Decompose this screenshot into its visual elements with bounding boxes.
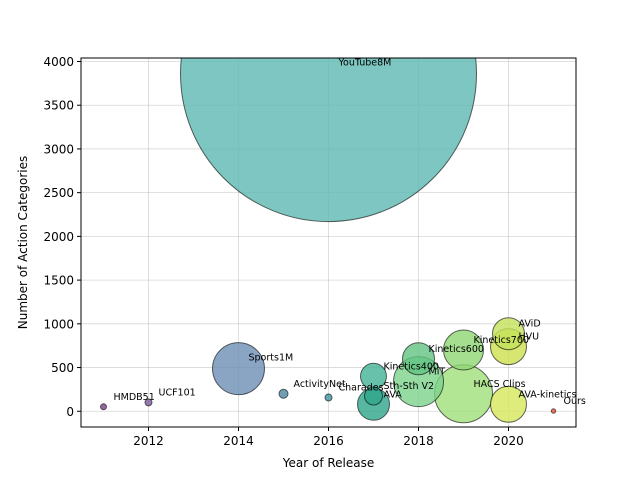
label-kinetics400: Kinetics400 [384, 361, 439, 372]
bubble-ava-kinetics [490, 385, 527, 423]
label-kinetics600: Kinetics600 [429, 344, 484, 355]
x-tick-label: 2012 [133, 434, 164, 448]
y-tick-label: 0 [66, 405, 74, 419]
y-tick-label: 3000 [43, 142, 74, 156]
bubble-kinetics700 [443, 329, 484, 371]
bubble-hmdb51 [100, 403, 107, 411]
label-ava-kinetics: AVA-kinetics [519, 389, 577, 400]
y-tick-label: 1500 [43, 274, 74, 288]
bubble-youtube8m [180, 58, 477, 223]
label-charades: Charades [339, 383, 384, 394]
bubble-sports1m [212, 342, 265, 396]
x-axis-ticks: 2012 2014 2016 2018 2020 [133, 427, 524, 448]
point-labels: YouTube8M Sports1M HMDB51 UCF101 ActivityNet… [114, 58, 586, 407]
bubbles [100, 58, 557, 424]
label-activitynet: ActivityNet [294, 379, 346, 390]
label-sports1m: Sports1M [249, 353, 294, 364]
label-ours: Ours [564, 396, 586, 407]
y-tick-label: 4000 [43, 55, 74, 69]
y-axis-title: Number of Action Categories [16, 156, 30, 329]
y-tick-label: 2000 [43, 230, 74, 244]
x-tick-label: 2020 [493, 434, 524, 448]
bubble-avid [492, 317, 525, 351]
label-sth-sth-v2: Sth-Sth V2 [384, 381, 435, 392]
y-tick-label: 1000 [43, 317, 74, 331]
x-tick-label: 2016 [313, 434, 344, 448]
label-ucf101: UCF101 [159, 387, 196, 398]
y-tick-label: 3500 [43, 99, 74, 113]
y-axis-ticks: 0 500 1000 1500 2000 2500 3000 3500 4000 [43, 55, 81, 419]
y-tick-label: 500 [51, 361, 74, 375]
x-tick-label: 2018 [403, 434, 434, 448]
bubble-ours [550, 408, 557, 414]
label-youtube8m: YouTube8M [338, 58, 392, 69]
label-hvu: HVU [519, 332, 540, 343]
label-mit: MiT [429, 367, 446, 378]
bubble-charades [324, 393, 333, 402]
bubble-activitynet [278, 388, 289, 399]
label-hmdb51: HMDB51 [114, 392, 155, 403]
x-axis-title: Year of Release [282, 456, 375, 470]
label-hacs-clips: HACS Clips [474, 379, 526, 390]
x-tick-label: 2014 [223, 434, 254, 448]
label-avid: AViD [519, 319, 541, 330]
label-kinetics700: Kinetics700 [474, 335, 529, 346]
label-ava: AVA [384, 389, 403, 400]
y-tick-label: 2500 [43, 186, 74, 200]
bubble-sth-sth-v2 [364, 386, 383, 406]
bubble-kinetics600 [402, 342, 435, 376]
bubble-ucf101 [144, 398, 153, 407]
